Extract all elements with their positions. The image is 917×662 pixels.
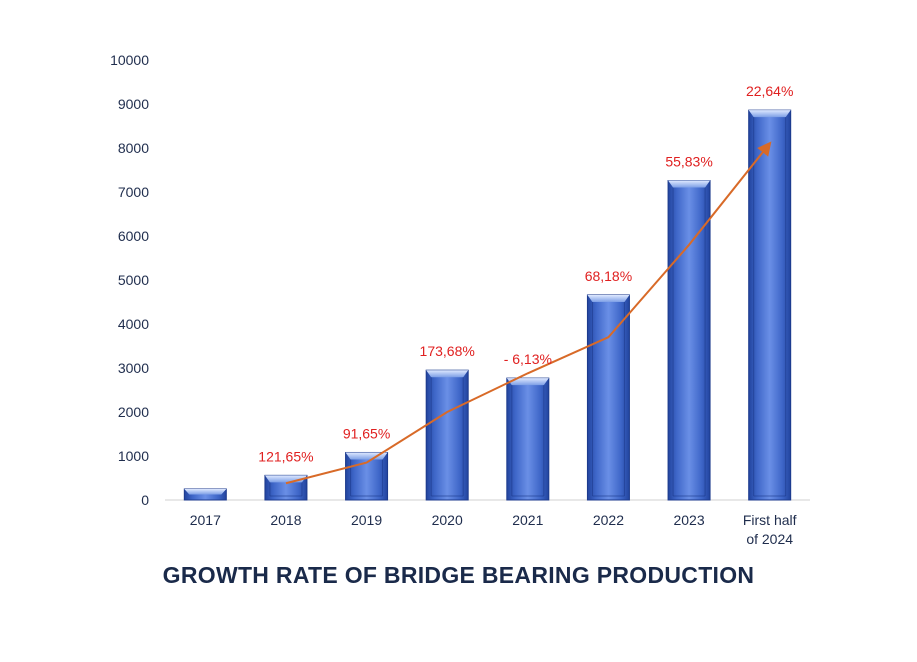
bar bbox=[345, 451, 389, 501]
x-tick-label: First half bbox=[743, 512, 797, 528]
trend-line bbox=[285, 141, 772, 485]
y-tick-label: 5000 bbox=[118, 272, 149, 288]
bar-cap bbox=[668, 180, 711, 188]
x-tick-label: 2023 bbox=[673, 512, 704, 528]
y-tick-label: 8000 bbox=[118, 140, 149, 156]
x-tick-label: of 2024 bbox=[746, 531, 793, 547]
y-tick-label: 1000 bbox=[118, 448, 149, 464]
bar-cap bbox=[345, 452, 388, 460]
y-tick-label: 0 bbox=[141, 492, 149, 508]
x-tick-label: 2017 bbox=[190, 512, 221, 528]
bars bbox=[183, 109, 792, 501]
growth-labels: 121,65% 91,65% 173,68% - 6,13% 68,18% 55,83% 2… bbox=[258, 83, 793, 464]
bar-cap bbox=[506, 378, 549, 386]
bar bbox=[183, 488, 227, 501]
x-tick-label: 2021 bbox=[512, 512, 543, 528]
growth-rate-label: 173,68% bbox=[420, 343, 475, 359]
bar-body bbox=[425, 369, 469, 501]
x-tick-label: 2018 bbox=[270, 512, 301, 528]
growth-rate-label: - 6,13% bbox=[504, 351, 552, 367]
x-axis: 2017 2018 2019 2020 2021 2022 2023 First half of… bbox=[190, 512, 797, 547]
growth-rate-label: 55,83% bbox=[665, 154, 712, 170]
y-tick-label: 10000 bbox=[110, 52, 149, 68]
y-axis: 0 1000 2000 3000 4000 5000 6000 7000 8000 9000 100… bbox=[110, 52, 149, 508]
bar-cap bbox=[587, 294, 630, 302]
x-tick-label: 2019 bbox=[351, 512, 382, 528]
trend-line-group bbox=[285, 141, 772, 485]
bar bbox=[506, 377, 550, 501]
growth-rate-label: 22,64% bbox=[746, 83, 793, 99]
x-tick-label: 2020 bbox=[432, 512, 463, 528]
bar bbox=[425, 369, 469, 501]
y-tick-label: 7000 bbox=[118, 184, 149, 200]
y-tick-label: 6000 bbox=[118, 228, 149, 244]
x-tick-label: 2022 bbox=[593, 512, 624, 528]
bar-cap bbox=[184, 489, 227, 495]
bar-body bbox=[345, 451, 389, 501]
bar bbox=[586, 294, 630, 501]
growth-rate-label: 91,65% bbox=[343, 425, 390, 441]
bar-body bbox=[667, 180, 711, 501]
y-tick-label: 9000 bbox=[118, 96, 149, 112]
y-tick-label: 4000 bbox=[118, 316, 149, 332]
bar-body bbox=[748, 109, 792, 501]
y-tick-label: 2000 bbox=[118, 404, 149, 420]
y-tick-label: 3000 bbox=[118, 360, 149, 376]
bar-cap bbox=[748, 110, 791, 118]
bar-body bbox=[506, 377, 550, 501]
bar-chart: 0 1000 2000 3000 4000 5000 6000 7000 8000 9000 100… bbox=[110, 52, 810, 547]
chart-title: GROWTH RATE OF BRIDGE BEARING PRODUCTION bbox=[162, 562, 755, 588]
bar bbox=[748, 109, 792, 501]
growth-rate-label: 68,18% bbox=[585, 268, 632, 284]
bar bbox=[667, 180, 711, 501]
bar-body bbox=[586, 294, 630, 501]
bar-cap bbox=[426, 370, 469, 378]
growth-rate-label: 121,65% bbox=[258, 448, 313, 464]
